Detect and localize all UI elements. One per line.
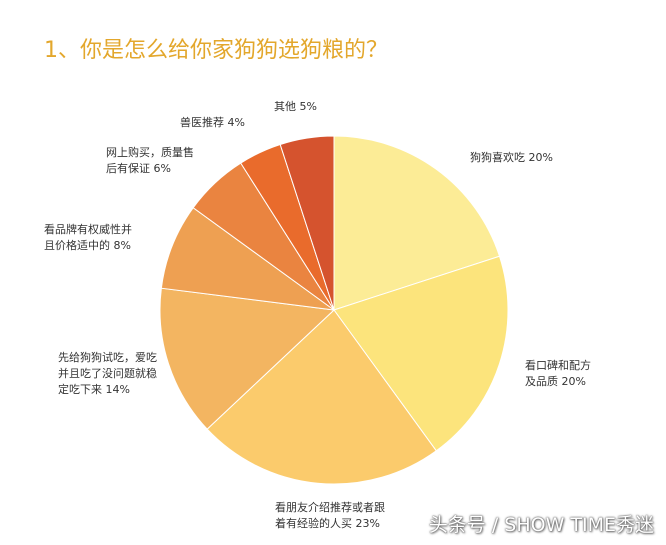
slice-label-line: 着有经验的人买 23% <box>275 517 380 530</box>
slice-label-line: 兽医推荐 4% <box>180 116 245 129</box>
pie-slice-2 <box>206 309 437 485</box>
slice-label-brand-price: 看品牌有权威性并 且价格适中的 8% <box>44 222 132 254</box>
slice-label-line: 后有保证 6% <box>106 162 171 175</box>
chart-title: 1、你是怎么给你家狗狗选狗粮的？ <box>44 38 388 63</box>
slice-label-line: 其他 5% <box>274 100 317 113</box>
pie-slice-1 <box>333 255 509 452</box>
slice-label-line: 网上购买，质量售 <box>106 146 194 159</box>
pie-slice-7 <box>279 135 335 311</box>
slice-label-vet-recommendation: 兽医推荐 4% <box>180 115 245 131</box>
pie-slice-0 <box>333 135 501 311</box>
slice-label-line: 及品质 20% <box>525 375 586 388</box>
slice-label-other: 其他 5% <box>274 99 317 115</box>
slice-label-reputation-formula: 看口碑和配方 及品质 20% <box>525 358 591 390</box>
slice-label-line: 狗狗喜欢吃 20% <box>470 151 553 164</box>
slice-label-line: 看品牌有权威性并 <box>44 223 132 236</box>
slice-label-dogs-like-it: 狗狗喜欢吃 20% <box>470 150 553 166</box>
slice-label-friend-recommendation: 看朋友介绍推荐或者跟 着有经验的人买 23% <box>275 500 385 532</box>
watermark: 头条号 / SHOW TIME秀迷 <box>428 514 654 536</box>
slice-label-line: 看朋友介绍推荐或者跟 <box>275 501 385 514</box>
slice-label-line: 先给狗狗试吃，爱吃 <box>58 351 157 364</box>
slice-label-line: 并且吃了没问题就稳 <box>58 367 157 380</box>
slice-label-line: 看口碑和配方 <box>525 359 591 372</box>
pie-slice-3 <box>159 287 336 430</box>
slice-label-line: 且价格适中的 8% <box>44 239 131 252</box>
slice-label-trial-feeding: 先给狗狗试吃，爱吃 并且吃了没问题就稳 定吃下来 14% <box>58 350 157 398</box>
slice-label-online-purchase: 网上购买，质量售 后有保证 6% <box>106 145 194 177</box>
slice-label-line: 定吃下来 14% <box>58 383 130 396</box>
